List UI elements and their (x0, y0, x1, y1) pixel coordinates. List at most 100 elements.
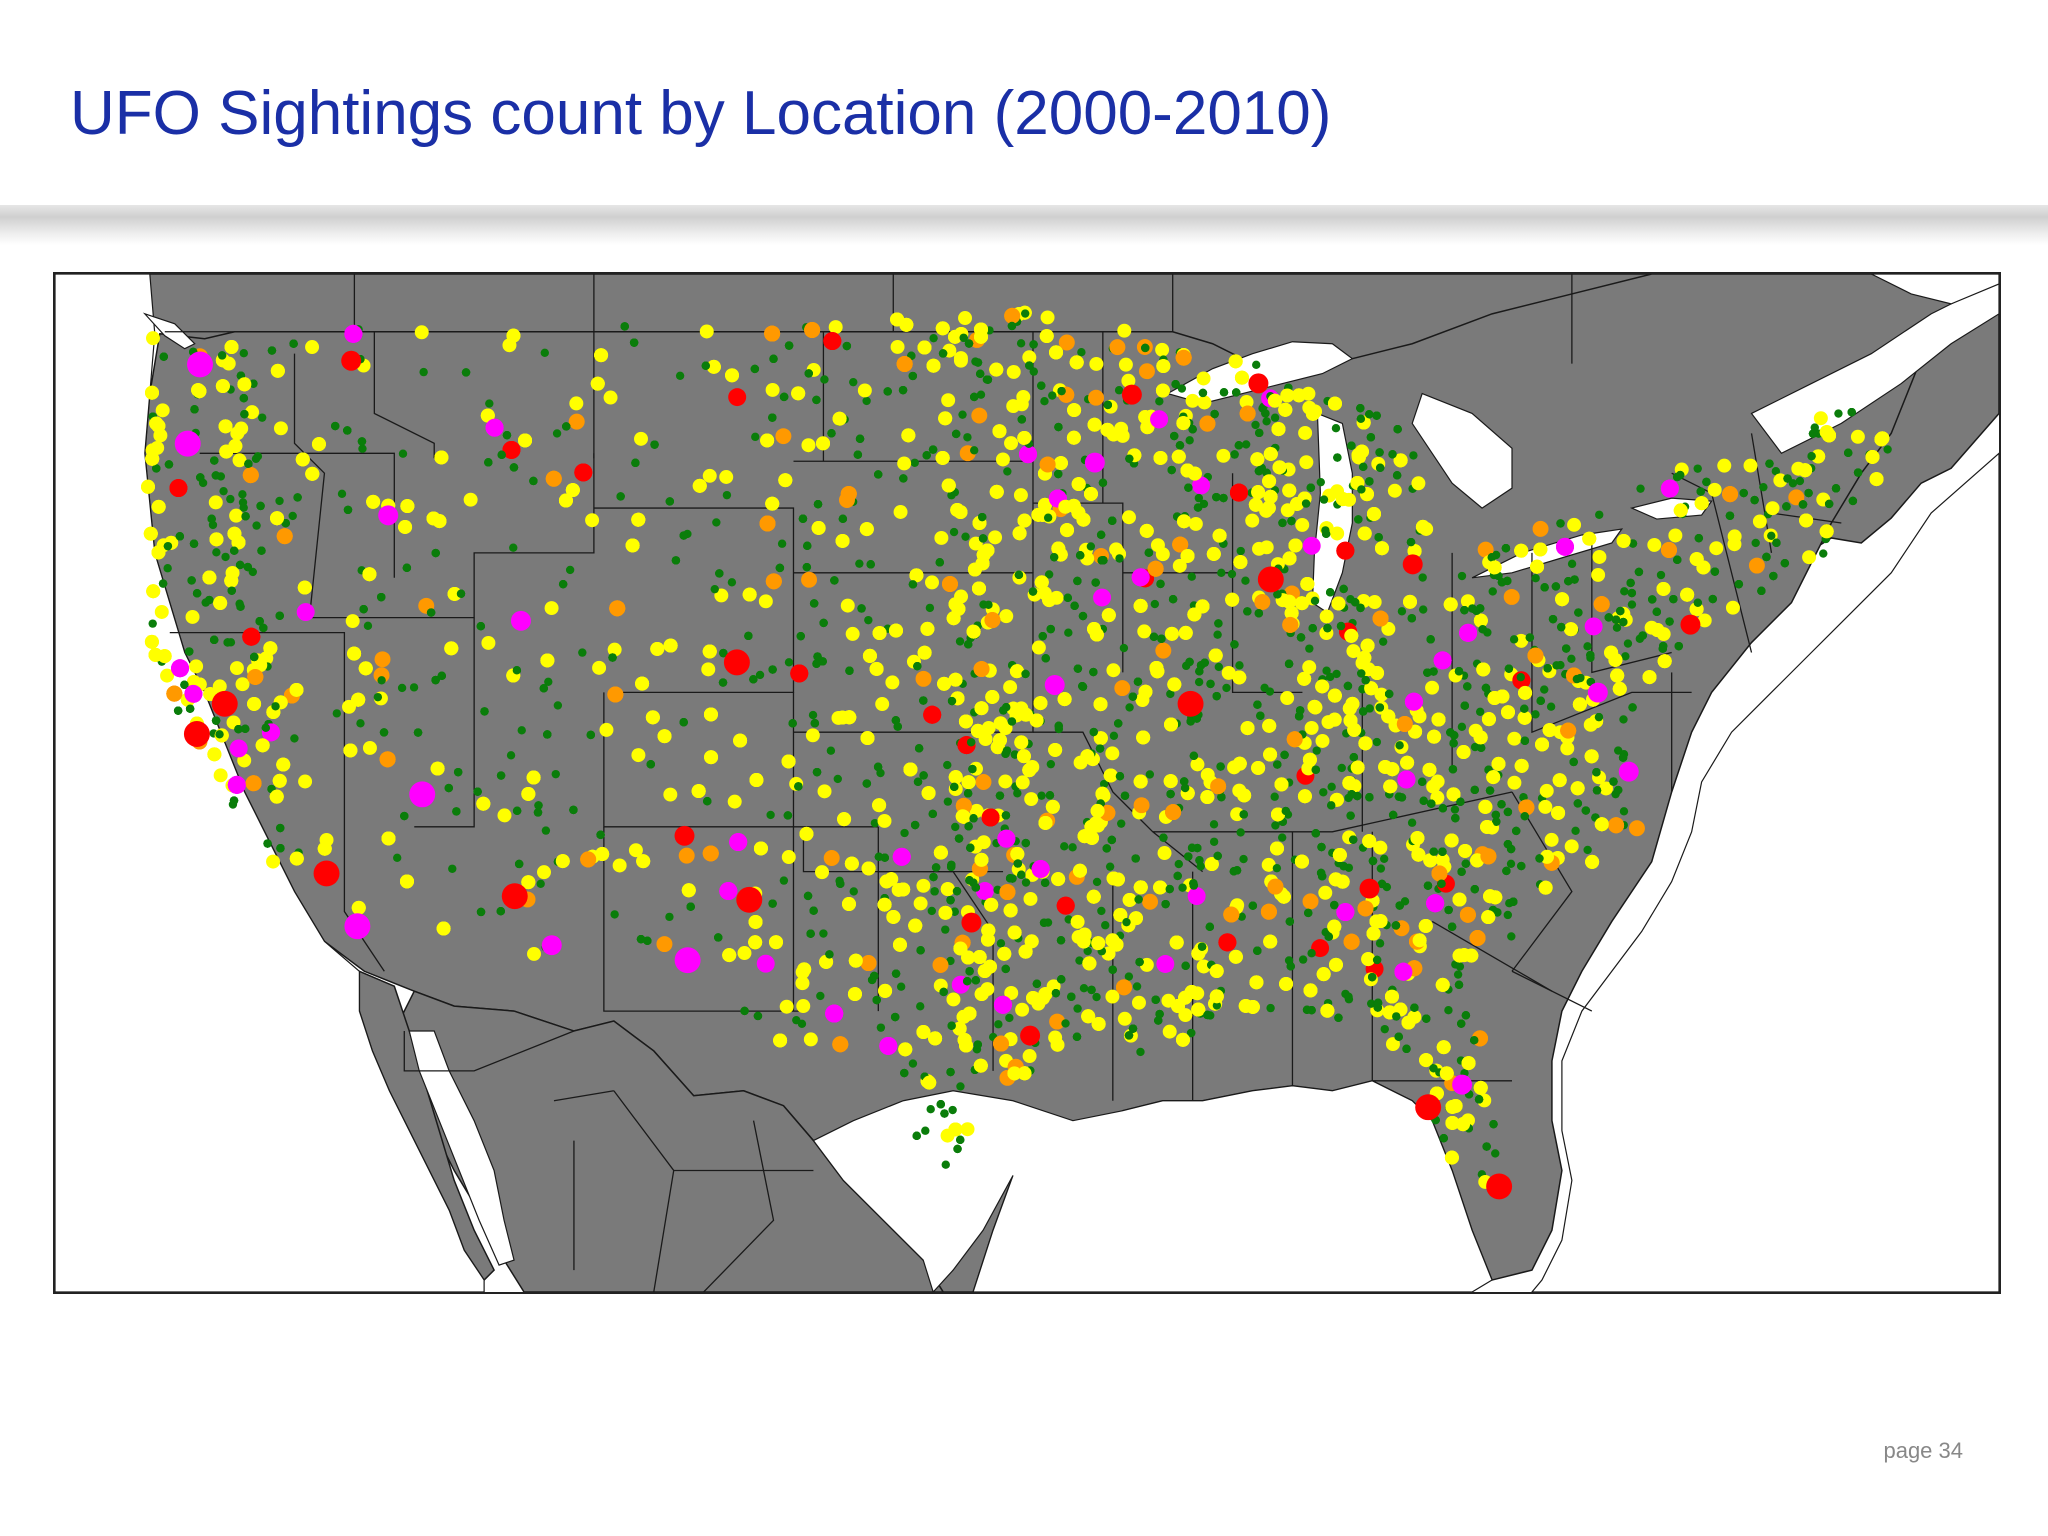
sighting-marker (1361, 952, 1376, 967)
sighting-marker (476, 622, 486, 631)
sighting-marker (229, 661, 244, 676)
sighting-marker (837, 812, 852, 827)
sighting-marker (171, 659, 190, 678)
sighting-marker (1392, 471, 1402, 480)
sighting-marker (209, 635, 219, 645)
sighting-marker (811, 521, 826, 535)
sighting-marker (778, 473, 793, 488)
sighting-marker (665, 497, 675, 506)
sighting-marker (1799, 513, 1814, 528)
sighting-marker (1315, 733, 1330, 748)
sighting-marker (971, 976, 980, 985)
sighting-marker (1222, 683, 1231, 693)
sighting-marker (744, 631, 753, 641)
sighting-marker (1320, 1003, 1335, 1018)
sighting-marker (1051, 872, 1066, 887)
sighting-marker (1039, 329, 1054, 344)
sighting-marker (1658, 641, 1668, 651)
sighting-marker (343, 505, 353, 515)
sighting-marker (1520, 704, 1529, 713)
sighting-marker (1031, 640, 1046, 655)
sighting-marker (1270, 413, 1280, 422)
sighting-marker (145, 385, 159, 400)
sighting-marker (1022, 350, 1037, 365)
sighting-marker (506, 328, 521, 343)
sighting-marker (1660, 479, 1679, 498)
sighting-marker (725, 368, 739, 383)
sighting-marker (845, 626, 860, 641)
sighting-marker (1368, 856, 1378, 866)
sighting-marker (551, 769, 560, 779)
sighting-marker (946, 1067, 955, 1077)
sighting-marker (704, 750, 719, 765)
sighting-marker (1029, 367, 1038, 376)
sighting-marker (255, 617, 264, 626)
sighting-marker (1418, 605, 1428, 614)
sighting-marker (1115, 772, 1125, 781)
sighting-marker (1063, 593, 1073, 603)
sighting-marker (180, 680, 189, 689)
sighting-marker (1748, 557, 1765, 574)
sighting-marker (1083, 486, 1098, 501)
sighting-marker (393, 853, 402, 862)
sighting-marker (574, 463, 593, 482)
sighting-marker (311, 437, 326, 452)
sighting-marker (859, 522, 874, 537)
sighting-marker (1343, 933, 1360, 950)
sighting-marker (964, 640, 973, 649)
sighting-marker (1560, 722, 1577, 739)
sighting-marker (1185, 436, 1194, 445)
sighting-marker (948, 1122, 963, 1137)
sighting-marker (1619, 715, 1628, 724)
sighting-marker (1067, 403, 1082, 418)
sighting-marker (305, 466, 320, 481)
sighting-marker (1021, 878, 1031, 887)
sighting-marker (1237, 788, 1252, 803)
sighting-marker (1262, 474, 1277, 489)
sighting-marker (765, 382, 780, 397)
sighting-marker (949, 527, 959, 537)
sighting-marker (1325, 672, 1335, 682)
sighting-marker (740, 1006, 749, 1016)
sighting-marker (886, 910, 901, 924)
sighting-marker (1270, 792, 1279, 801)
sighting-marker (1136, 730, 1151, 745)
sighting-marker (293, 493, 302, 502)
sighting-marker (756, 954, 775, 973)
sighting-marker (1374, 541, 1389, 556)
sighting-marker (592, 660, 607, 675)
sighting-marker (1750, 495, 1759, 505)
sighting-marker (946, 992, 961, 1007)
sighting-marker (553, 701, 563, 710)
sighting-marker (1280, 691, 1295, 706)
sighting-marker (1456, 745, 1471, 759)
sighting-marker (727, 578, 737, 587)
sighting-marker (946, 862, 956, 872)
sighting-marker (973, 358, 983, 367)
sighting-marker (1003, 680, 1018, 695)
sighting-marker (1101, 921, 1110, 930)
sighting-marker (1435, 977, 1450, 992)
sighting-marker (869, 661, 884, 676)
sighting-marker (272, 773, 287, 788)
sighting-marker (976, 390, 986, 399)
sighting-marker (1231, 388, 1241, 397)
sighting-marker (1105, 746, 1120, 761)
sighting-marker (1427, 729, 1442, 744)
sighting-marker (866, 560, 875, 569)
sighting-marker (1318, 872, 1327, 881)
sighting-marker (234, 421, 249, 436)
sighting-marker (1475, 707, 1485, 716)
sighting-marker (816, 991, 825, 1001)
sighting-marker (1156, 579, 1165, 589)
sighting-marker (769, 354, 778, 364)
sighting-marker (616, 492, 625, 501)
sighting-marker (362, 567, 377, 582)
sighting-marker (946, 895, 955, 905)
sighting-marker (1150, 410, 1169, 429)
sighting-marker (971, 407, 988, 424)
sighting-marker (1239, 395, 1254, 409)
sighting-marker (1272, 863, 1282, 873)
sighting-marker (1532, 520, 1549, 537)
sighting-marker (893, 722, 902, 731)
